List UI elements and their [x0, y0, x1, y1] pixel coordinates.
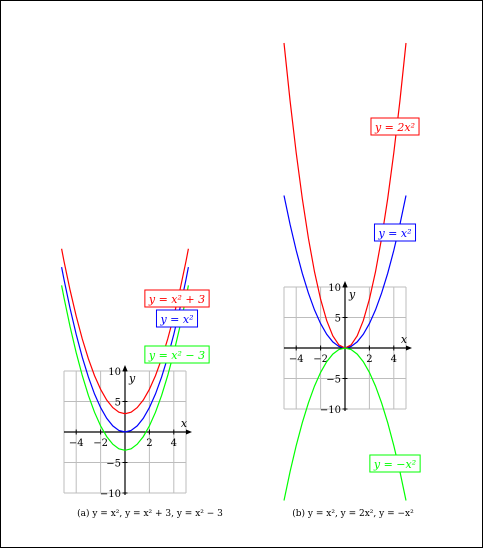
x-tick-label: −4 [69, 438, 84, 449]
series-line-1 [61, 248, 189, 415]
x-tick-label: −2 [93, 438, 108, 449]
x-axis-arrow [186, 429, 192, 435]
figure-caption: (a) y = x², y = x² + 3, y = x² − 3 [77, 508, 223, 519]
curve-label: y = x² − 3 [148, 349, 205, 362]
x-tick-label: −2 [313, 354, 328, 365]
curve-label-box [155, 309, 199, 328]
curve-label: y = x² + 3 [148, 293, 205, 306]
series-line-2 [61, 285, 189, 451]
y-tick-label: −5 [106, 459, 121, 470]
curve-label-box [369, 454, 421, 473]
x-tick-label: 2 [366, 354, 372, 365]
figure-caption: (b) y = x², y = 2x², y = −x² [292, 508, 414, 519]
y-axis-label: y [128, 372, 136, 385]
curve-label: y = x² [159, 313, 193, 326]
y-tick-label: −10 [320, 405, 341, 416]
x-axis-arrow [406, 345, 412, 351]
y-tick-label: −5 [326, 375, 341, 386]
curve-label-box [144, 289, 210, 308]
y-tick-label: 10 [328, 283, 341, 294]
x-tick-label: 4 [391, 354, 397, 365]
curve-label-box [370, 117, 420, 136]
curve-label-box [144, 345, 210, 364]
x-axis-label: x [401, 333, 408, 346]
y-tick-label: 5 [335, 314, 341, 325]
curve-label: y = 2x² [374, 121, 415, 134]
y-tick-label: −10 [100, 489, 121, 500]
curve-label-box [373, 223, 417, 242]
y-axis-label: y [348, 288, 356, 301]
x-axis-label: x [181, 417, 188, 430]
x-tick-label: −4 [289, 354, 304, 365]
plot-panel-b: −4 −2 2 4 −10 −5 5 10 x y y = 2x² y = x² y = −x² (b) … [283, 42, 421, 519]
curve-label: y = −x² [373, 458, 416, 471]
curve-label: y = x² [377, 227, 411, 240]
y-tick-label: 10 [108, 367, 121, 378]
x-tick-label: 4 [171, 438, 177, 449]
plot-panel-a: −4 −2 2 4 −10 −5 5 10 x y y = x² + 3 y = x² y = x² −… [61, 248, 223, 519]
x-tick-label: 2 [146, 438, 152, 449]
y-axis-arrow [342, 281, 348, 287]
series-line-2 [283, 347, 407, 501]
y-axis-arrow [122, 365, 128, 371]
y-tick-label: 5 [115, 398, 121, 409]
